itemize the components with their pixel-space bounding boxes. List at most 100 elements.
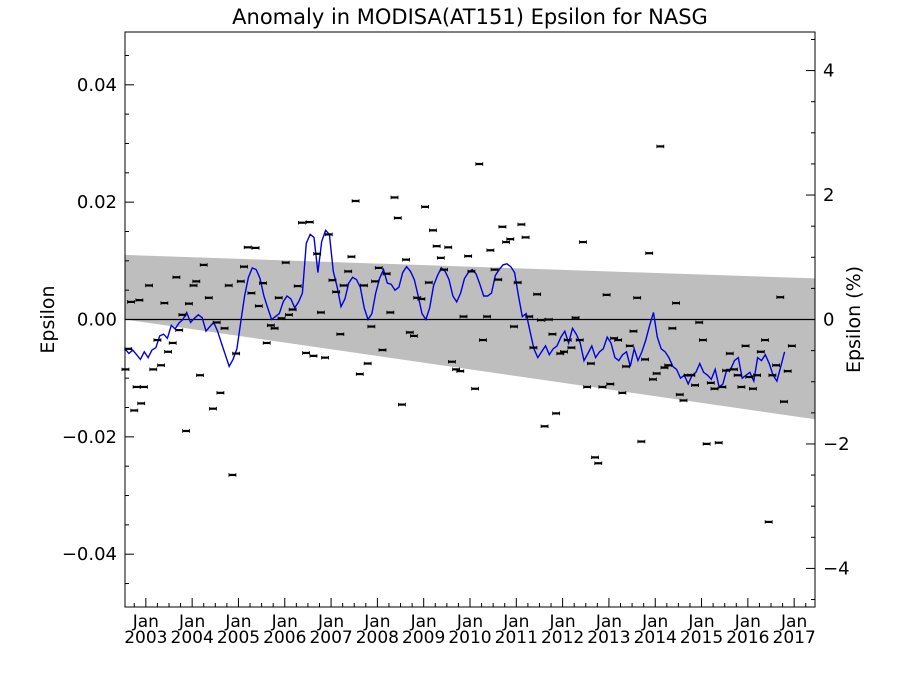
x-tick-month-label: Jan (317, 612, 344, 632)
data-point (629, 329, 638, 334)
data-point (351, 199, 360, 203)
data-point (316, 310, 325, 315)
data-point (479, 338, 487, 342)
data-point (536, 318, 545, 322)
x-tick-year-label: 2010 (448, 628, 491, 648)
data-point (614, 338, 623, 342)
data-point (695, 320, 704, 325)
x-tick-month-label: Jan (595, 612, 622, 632)
data-point (486, 248, 495, 253)
data-point (660, 365, 669, 370)
y-tick-label: 0.02 (77, 192, 117, 213)
data-point (710, 386, 719, 391)
data-point (270, 326, 279, 331)
data-point (247, 291, 256, 295)
data-point (768, 373, 777, 378)
data-point (494, 277, 503, 282)
data-point (730, 367, 738, 372)
data-point (652, 371, 661, 376)
data-point (625, 344, 634, 348)
data-point (140, 385, 148, 389)
y-axis-label: Epsilon (37, 285, 59, 353)
data-point (178, 313, 187, 317)
data-point (552, 411, 561, 416)
x-tick-year-label: 2013 (587, 628, 630, 648)
x-tick-month-label: Jan (410, 612, 437, 632)
data-point (440, 267, 448, 272)
data-point (132, 385, 141, 389)
data-point (456, 369, 465, 373)
data-point (185, 301, 193, 306)
x-tick-month-label: Jan (549, 612, 576, 632)
data-point (733, 373, 742, 378)
data-point (548, 332, 557, 336)
x-tick-year-label: 2009 (402, 628, 445, 648)
data-point (776, 295, 785, 300)
data-point (297, 220, 306, 225)
data-point (390, 195, 399, 200)
data-point (302, 351, 310, 355)
data-point (332, 290, 341, 294)
x-tick-year-label: 2016 (726, 628, 769, 648)
x-tick-month-label: Jan (132, 612, 159, 632)
data-point (448, 359, 456, 364)
data-point (471, 386, 479, 391)
data-point (540, 424, 549, 429)
data-point (668, 326, 677, 331)
data-point (209, 406, 217, 411)
y-tick-label: −0.02 (62, 427, 117, 448)
data-point (464, 254, 473, 258)
x-tick-year-label: 2015 (680, 628, 723, 648)
x-tick-year-label: 2005 (217, 628, 260, 648)
y2-tick-label: −2 (823, 434, 850, 455)
x-tick-month-label: Jan (178, 612, 205, 632)
data-point (172, 275, 181, 280)
data-point (266, 323, 275, 328)
y-tick-label: 0.00 (77, 310, 117, 331)
data-point (649, 377, 657, 382)
x-tick-year-label: 2014 (634, 628, 677, 648)
y2-tick-label: −4 (823, 558, 850, 579)
data-point (402, 257, 410, 262)
data-point (355, 372, 364, 376)
data-point (277, 316, 286, 321)
data-point (196, 373, 204, 378)
x-tick-year-label: 2004 (171, 628, 214, 648)
data-point (756, 349, 765, 354)
data-point (374, 266, 383, 270)
data-point (360, 283, 368, 288)
uncertainty-band (125, 254, 815, 420)
data-point (656, 144, 665, 149)
data-point (521, 235, 530, 240)
data-point (699, 338, 707, 342)
data-point (192, 279, 201, 284)
data-point (622, 364, 630, 369)
data-point (259, 281, 267, 285)
data-point (517, 222, 526, 227)
data-point (236, 279, 245, 284)
y2-tick-label: 0 (823, 310, 834, 331)
y2-tick-label: 2 (823, 185, 834, 206)
data-point (135, 298, 144, 302)
data-point (393, 216, 402, 220)
x-tick-year-label: 2012 (541, 628, 584, 648)
data-point (575, 338, 584, 342)
data-point (594, 461, 603, 466)
data-point (672, 301, 680, 305)
data-point (386, 310, 395, 315)
data-point (761, 338, 769, 342)
data-point (220, 326, 229, 331)
data-point (633, 295, 642, 300)
data-point (321, 355, 329, 360)
data-point (371, 279, 379, 284)
data-point (444, 245, 453, 250)
data-point (149, 367, 158, 372)
data-point (618, 391, 627, 395)
data-point (432, 244, 441, 248)
data-point (544, 317, 553, 322)
data-points-layer (121, 144, 796, 524)
data-point (591, 455, 599, 460)
data-point (475, 162, 484, 166)
data-point (483, 314, 492, 319)
